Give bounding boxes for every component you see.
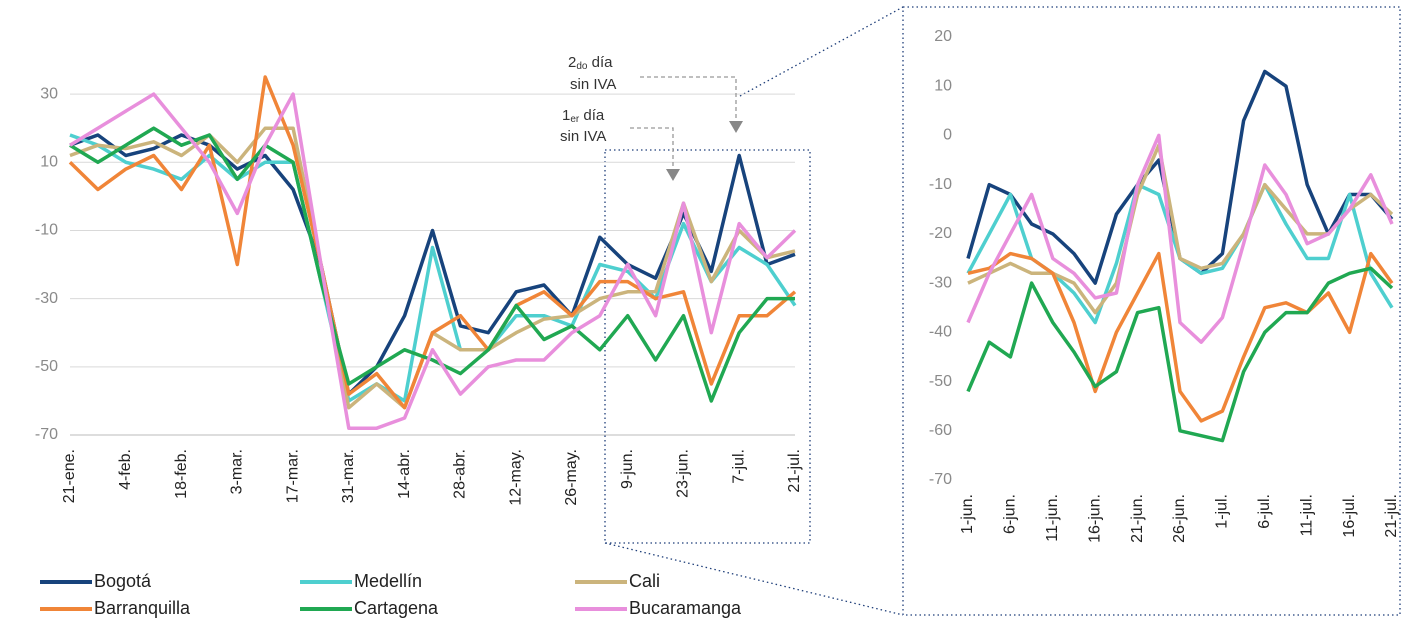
y-tick-label: -70 xyxy=(35,426,58,443)
series-line xyxy=(69,126,795,403)
zoom-panel-box xyxy=(902,6,1401,616)
annotation-arrow xyxy=(666,169,680,181)
x-tick-label: 9-jun. xyxy=(619,449,636,489)
series-line xyxy=(68,75,797,410)
plot: -70 -60 -50 -40 -30 -20 -10 0 10 20 1-jun. 6-jun. 11… xyxy=(929,28,1400,543)
x-tick-label: 16-jun. xyxy=(1086,494,1103,543)
y-tick-label: 20 xyxy=(934,28,952,45)
x-tick-label: 11-jul. xyxy=(1298,494,1315,536)
legend: Bogotá Medellín Cali Barranquilla Cartagena B… xyxy=(40,571,742,618)
legend-label: Barranquilla xyxy=(94,598,191,618)
y-tick-label: -10 xyxy=(929,176,952,193)
annotation-text: 2do día xyxy=(568,54,613,72)
x-tick-label: 1-jun. xyxy=(959,494,976,534)
connector xyxy=(604,542,904,616)
y-tick-label: 10 xyxy=(934,77,952,94)
x-tick-label: 1-jul. xyxy=(1214,494,1231,529)
series-line xyxy=(967,143,1394,315)
x-tick-label: 16-jul. xyxy=(1341,494,1358,538)
legend-label: Medellín xyxy=(354,571,422,591)
series-line xyxy=(966,266,1394,443)
y-tick-label: -30 xyxy=(35,290,58,307)
x-tick-label: 21-jun. xyxy=(1129,494,1146,543)
series-line xyxy=(69,92,797,430)
series-line xyxy=(69,133,797,403)
annotation: 2do día sin IVA 1er día sin IVA xyxy=(560,54,743,181)
x-tick-label: 26-may. xyxy=(563,449,580,506)
legend-label: Cali xyxy=(629,571,660,591)
y-tick-label: -10 xyxy=(35,222,58,239)
legend-label: Bucaramanga xyxy=(629,598,742,618)
annotation-line xyxy=(630,127,674,172)
x-tick-label: 3-mar. xyxy=(229,449,246,494)
y-tick-label: -60 xyxy=(929,422,952,439)
x-tick-label: 28-abr. xyxy=(452,449,469,499)
x-tick-label: 6-jun. xyxy=(1002,494,1019,534)
x-tick-label: 26-jun. xyxy=(1171,494,1188,543)
x-tick-label: 4-feb. xyxy=(117,449,134,490)
x-tick-label: 23-jun. xyxy=(675,449,692,498)
y-tick-label: -50 xyxy=(35,358,58,375)
y-tick-label: 30 xyxy=(40,85,58,102)
x-tick-label: 7-jul. xyxy=(730,449,747,484)
y-tick-label: -40 xyxy=(929,324,952,341)
x-tick-label: 12-may. xyxy=(507,449,524,506)
plot: -70 -50 -30 -10 10 30 21-ene. 4-feb. 18-feb. 3-ma… xyxy=(35,75,803,506)
x-tick-label: 31-mar. xyxy=(340,449,357,503)
y-tick-label: -50 xyxy=(929,373,952,390)
series-line xyxy=(966,133,1394,344)
annotation-arrow xyxy=(729,121,743,133)
plots: -70 -50 -30 -10 10 30 21-ene. 4-feb. 18-feb. 3-ma… xyxy=(35,28,1400,543)
x-tick-label: 21-jul. xyxy=(1383,494,1400,538)
legend-label: Bogotá xyxy=(94,571,152,591)
series-line xyxy=(69,126,796,410)
y-tick-label: -20 xyxy=(929,225,952,242)
x-tick-label: 18-feb. xyxy=(173,449,190,499)
zoom-box xyxy=(604,149,811,544)
x-tick-label: 14-abr. xyxy=(396,449,413,499)
annotation-text: sin IVA xyxy=(560,128,606,145)
x-tick-label: 21-ene. xyxy=(61,449,78,503)
y-tick-label: -70 xyxy=(929,471,952,488)
x-tick-label: 21-jul. xyxy=(786,449,803,493)
x-tick-label: 6-jul. xyxy=(1256,494,1273,529)
y-tick-label: 10 xyxy=(40,153,58,170)
connector xyxy=(739,6,904,97)
y-tick-label: 0 xyxy=(943,127,952,144)
annotation-line xyxy=(640,76,737,125)
annotation-text: 1er día xyxy=(562,107,605,125)
x-tick-label: 17-mar. xyxy=(284,449,301,503)
annotation-text: sin IVA xyxy=(570,76,616,93)
legend-label: Cartagena xyxy=(354,598,439,618)
y-tick-label: -30 xyxy=(929,274,952,291)
series-line xyxy=(69,133,796,396)
x-tick-label: 11-jun. xyxy=(1044,494,1061,542)
series-line xyxy=(967,251,1394,423)
